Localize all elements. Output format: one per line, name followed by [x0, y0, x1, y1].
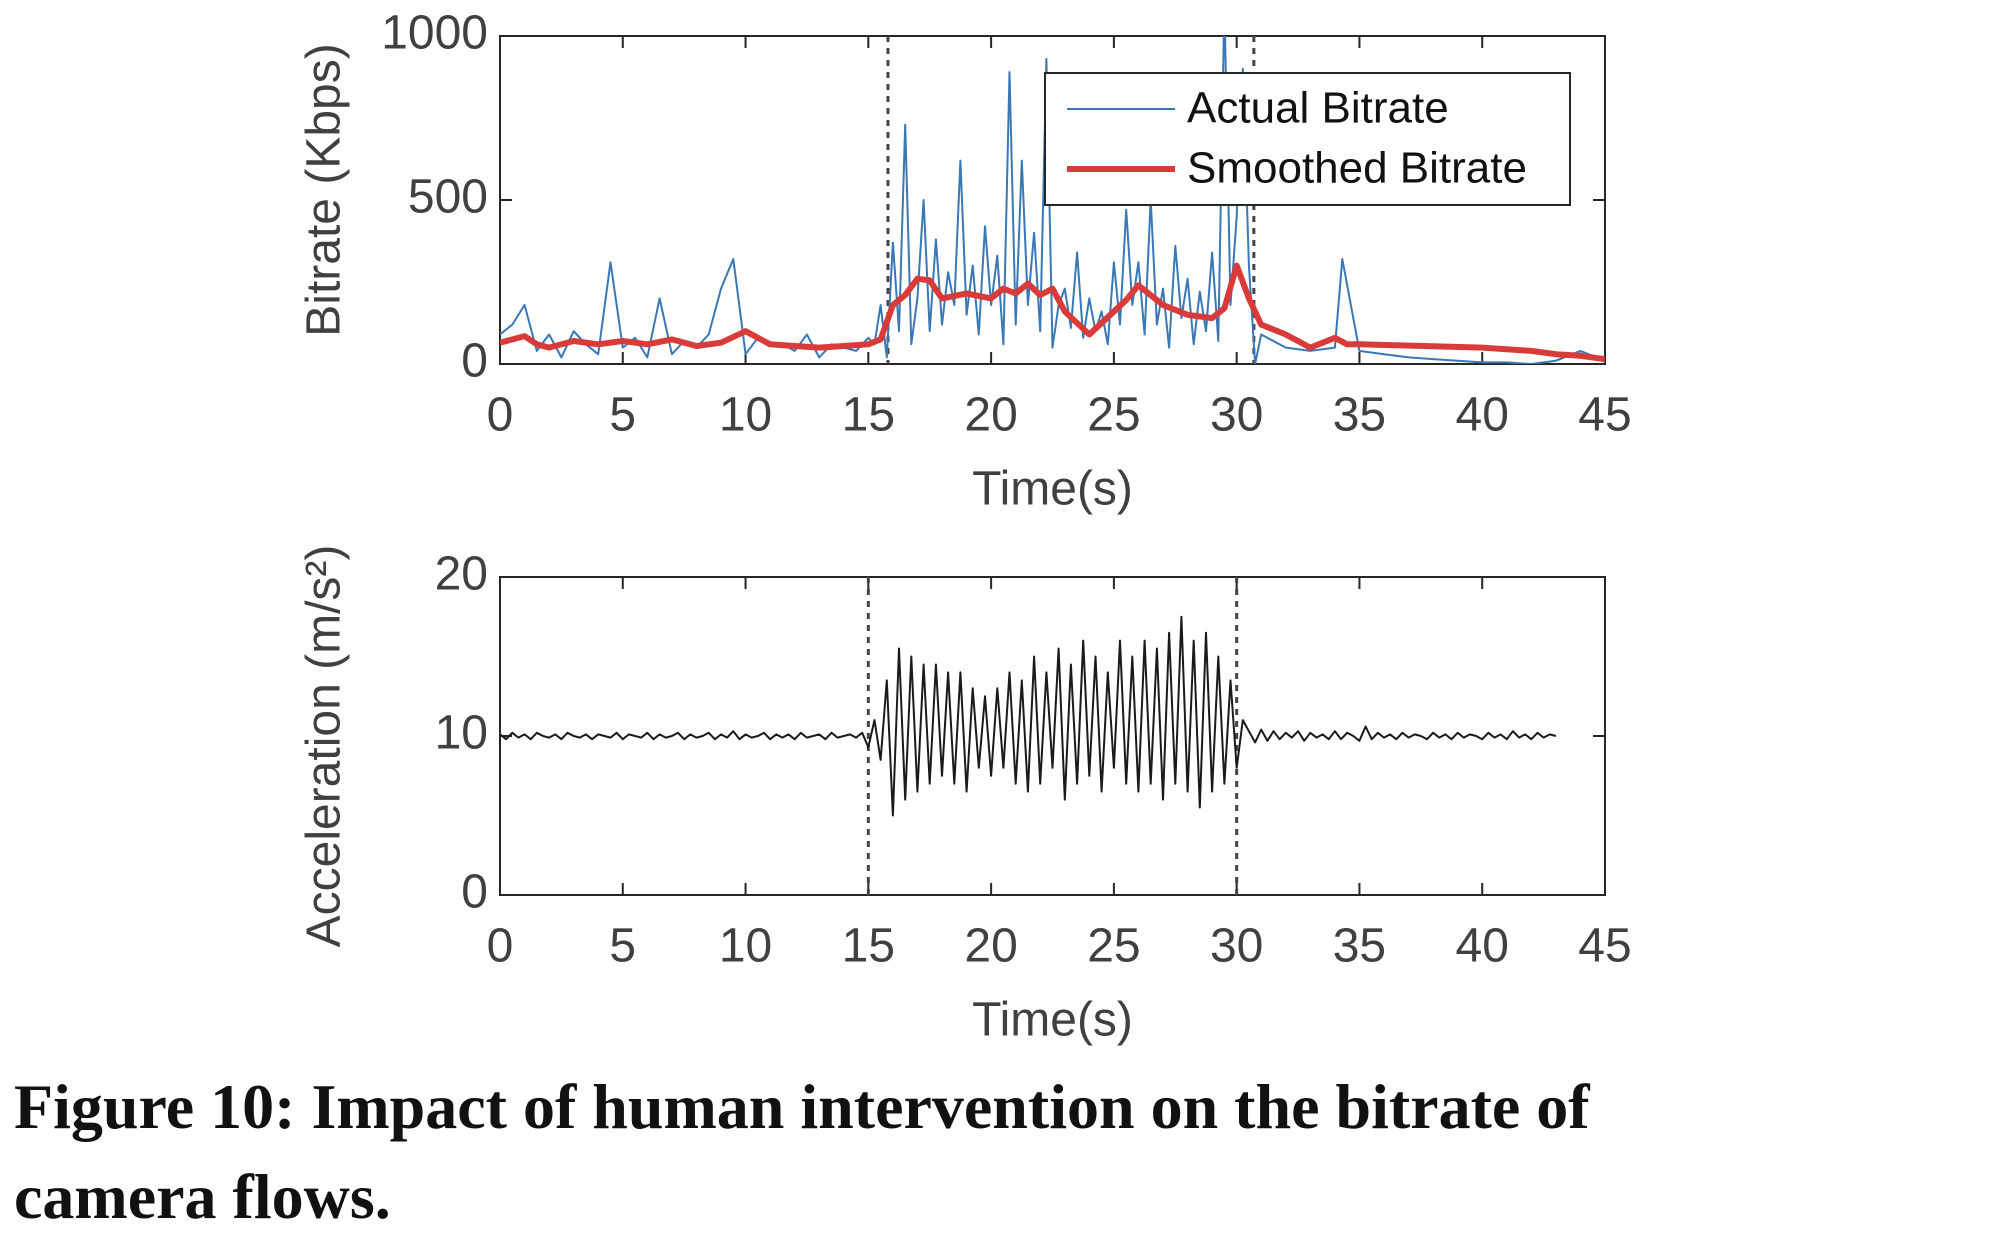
- x-tick-label: 35: [1333, 920, 1386, 973]
- legend-box: [1044, 72, 1571, 206]
- x-tick-label: 0: [487, 920, 514, 973]
- y-tick-label: 1000: [381, 7, 488, 60]
- x-tick-label: 5: [609, 389, 636, 442]
- x-tick-label: 25: [1087, 389, 1140, 442]
- y-tick-label: 0: [461, 335, 488, 388]
- legend-label: Smoothed Bitrate: [1187, 144, 1527, 193]
- y-tick-label: 0: [461, 866, 488, 919]
- x-tick-label: 15: [842, 920, 895, 973]
- x-tick-label: 10: [719, 389, 772, 442]
- x-tick-label: 40: [1456, 920, 1509, 973]
- x-tick-label: 20: [964, 389, 1017, 442]
- legend-label: Actual Bitrate: [1187, 84, 1449, 133]
- y-tick-label: 10: [435, 707, 488, 760]
- x-tick-label: 30: [1210, 389, 1263, 442]
- x-tick-label: 5: [609, 920, 636, 973]
- x-tick-label: 0: [487, 389, 514, 442]
- plot-frame: [499, 576, 1606, 896]
- y-axis-label: Bitrate (Kbps): [298, 43, 351, 336]
- x-tick-label: 10: [719, 920, 772, 973]
- x-tick-label: 15: [842, 389, 895, 442]
- plot-area: [500, 615, 1557, 817]
- x-tick-label: 20: [964, 920, 1017, 973]
- y-tick-label: 500: [408, 171, 488, 224]
- data-line: [500, 262, 1605, 363]
- x-tick-label: 35: [1333, 389, 1386, 442]
- x-axis-label: Time(s): [972, 994, 1133, 1047]
- x-tick-label: 25: [1087, 920, 1140, 973]
- x-tick-label: 45: [1578, 389, 1631, 442]
- x-tick-label: 40: [1456, 389, 1509, 442]
- x-axis-label: Time(s): [972, 463, 1133, 516]
- caption-line-1: Figure 10: Impact of human intervention …: [14, 1071, 1590, 1142]
- y-tick-label: 20: [435, 548, 488, 601]
- x-tick-label: 30: [1210, 920, 1263, 973]
- x-tick-label: 45: [1578, 920, 1631, 973]
- y-axis-label: Acceleration (m/s²): [298, 545, 351, 948]
- caption-line-2: camera flows.: [14, 1161, 391, 1232]
- data-line: [500, 615, 1557, 817]
